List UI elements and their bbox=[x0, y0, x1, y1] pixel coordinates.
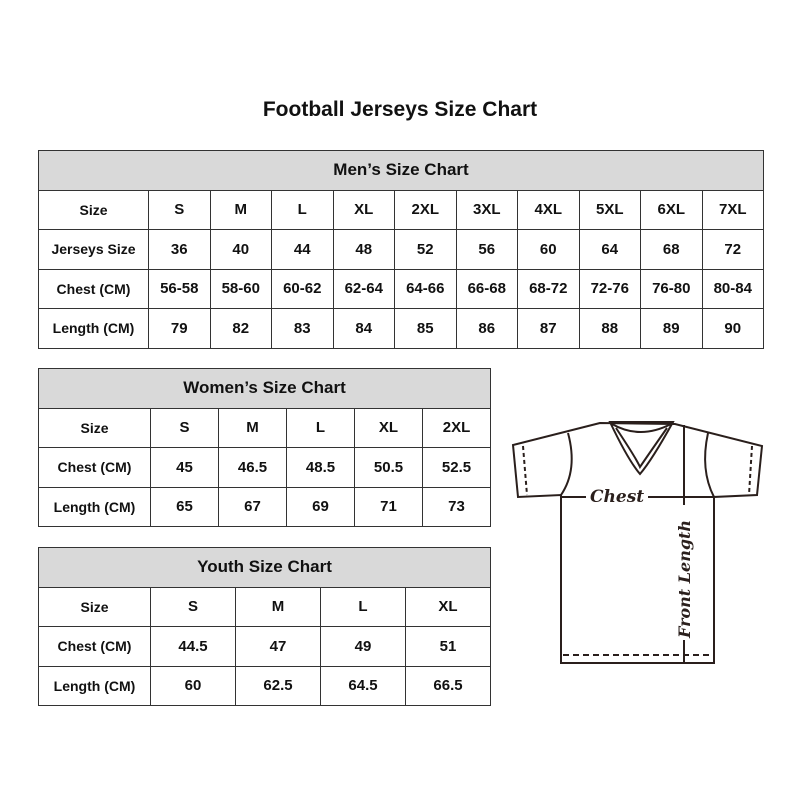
row-label: Size bbox=[38, 407, 151, 448]
table-cell: 40 bbox=[209, 229, 272, 270]
row-label: Chest (CM) bbox=[38, 626, 151, 667]
row-label: Size bbox=[38, 586, 151, 627]
table-cell: 72-76 bbox=[578, 268, 641, 309]
table-cell: 5XL bbox=[578, 189, 641, 230]
table-row: Length (CM) 60 62.5 64.5 66.5 bbox=[38, 665, 491, 706]
table-cell: XL bbox=[332, 189, 395, 230]
row-label: Size bbox=[38, 189, 149, 230]
table-cell: 66.5 bbox=[405, 665, 491, 706]
jersey-outline bbox=[511, 421, 764, 664]
front-length-label: Front Length bbox=[675, 520, 694, 639]
table-cell: 44.5 bbox=[150, 626, 236, 667]
page-title: Football Jerseys Size Chart bbox=[262, 98, 538, 121]
youth-caption: Youth Size Chart bbox=[38, 547, 491, 588]
table-cell: 84 bbox=[332, 308, 395, 349]
table-cell: 60-62 bbox=[271, 268, 334, 309]
table-cell: L bbox=[271, 189, 334, 230]
table-cell: M bbox=[218, 407, 287, 448]
table-row: Length (CM) 79 82 83 84 85 86 87 88 89 90 bbox=[38, 308, 764, 349]
sleeve-hem-right bbox=[748, 445, 753, 496]
table-cell: L bbox=[320, 586, 406, 627]
table-cell: 47 bbox=[235, 626, 321, 667]
sleeve-hem-left bbox=[522, 445, 528, 496]
table-cell: 50.5 bbox=[354, 447, 423, 488]
table-cell: 88 bbox=[578, 308, 641, 349]
table-cell: XL bbox=[354, 407, 423, 448]
jersey-collar bbox=[608, 421, 675, 476]
table-row: Chest (CM) 44.5 47 49 51 bbox=[38, 626, 491, 667]
row-label: Jerseys Size bbox=[38, 229, 149, 270]
women-caption: Women’s Size Chart bbox=[38, 368, 491, 409]
table-row: Size S M L XL 2XL bbox=[38, 407, 491, 448]
youth-size-table: Youth Size Chart Size S M L XL Chest (CM) 44.5 4… bbox=[38, 547, 491, 706]
table-row: Chest (CM) 45 46.5 48.5 50.5 52.5 bbox=[38, 447, 491, 488]
table-cell: 51 bbox=[405, 626, 491, 667]
row-label: Length (CM) bbox=[38, 308, 149, 349]
table-cell: 76-80 bbox=[640, 268, 703, 309]
table-cell: 52.5 bbox=[422, 447, 491, 488]
table-cell: M bbox=[235, 586, 321, 627]
table-row: Length (CM) 65 67 69 71 73 bbox=[38, 486, 491, 527]
table-cell: 69 bbox=[286, 486, 355, 527]
table-cell: 73 bbox=[422, 486, 491, 527]
table-cell: 36 bbox=[148, 229, 211, 270]
table-cell: 90 bbox=[701, 308, 764, 349]
table-cell: 45 bbox=[150, 447, 219, 488]
table-cell: 48.5 bbox=[286, 447, 355, 488]
table-cell: 87 bbox=[517, 308, 580, 349]
table-cell: 67 bbox=[218, 486, 287, 527]
table-cell: 60 bbox=[150, 665, 236, 706]
table-cell: 85 bbox=[394, 308, 457, 349]
sleeve-seam-right bbox=[704, 432, 715, 498]
table-row: Size S M L XL bbox=[38, 586, 491, 627]
mens-size-table: Men’s Size Chart Size S M L XL 2XL 3XL 4XL 5XL 6XL… bbox=[38, 150, 764, 349]
table-cell: 65 bbox=[150, 486, 219, 527]
table-cell: 64.5 bbox=[320, 665, 406, 706]
table-cell: S bbox=[150, 586, 236, 627]
table-row: Size S M L XL 2XL 3XL 4XL 5XL 6XL 7XL bbox=[38, 189, 764, 230]
sleeve-seam-left bbox=[560, 432, 573, 496]
table-cell: 48 bbox=[332, 229, 395, 270]
table-cell: 60 bbox=[517, 229, 580, 270]
table-cell: L bbox=[286, 407, 355, 448]
table-cell: 86 bbox=[455, 308, 518, 349]
table-cell: 80-84 bbox=[701, 268, 764, 309]
table-cell: 68 bbox=[640, 229, 703, 270]
table-cell: 62.5 bbox=[235, 665, 321, 706]
table-row: Jerseys Size 36 40 44 48 52 56 60 64 68 72 bbox=[38, 229, 764, 270]
row-label: Chest (CM) bbox=[38, 447, 151, 488]
chest-label: Chest bbox=[590, 487, 644, 507]
table-cell: 79 bbox=[148, 308, 211, 349]
table-cell: 44 bbox=[271, 229, 334, 270]
table-cell: 2XL bbox=[422, 407, 491, 448]
table-cell: 56-58 bbox=[148, 268, 211, 309]
table-cell: 82 bbox=[209, 308, 272, 349]
men-caption: Men’s Size Chart bbox=[38, 150, 764, 191]
row-label: Length (CM) bbox=[38, 486, 151, 527]
table-cell: 62-64 bbox=[332, 268, 395, 309]
womens-size-table: Women’s Size Chart Size S M L XL 2XL Chest (CM)… bbox=[38, 368, 491, 527]
table-cell: XL bbox=[405, 586, 491, 627]
table-cell: 7XL bbox=[701, 189, 764, 230]
table-cell: 49 bbox=[320, 626, 406, 667]
table-cell: 66-68 bbox=[455, 268, 518, 309]
table-cell: 68-72 bbox=[517, 268, 580, 309]
table-cell: 6XL bbox=[640, 189, 703, 230]
table-cell: 71 bbox=[354, 486, 423, 527]
